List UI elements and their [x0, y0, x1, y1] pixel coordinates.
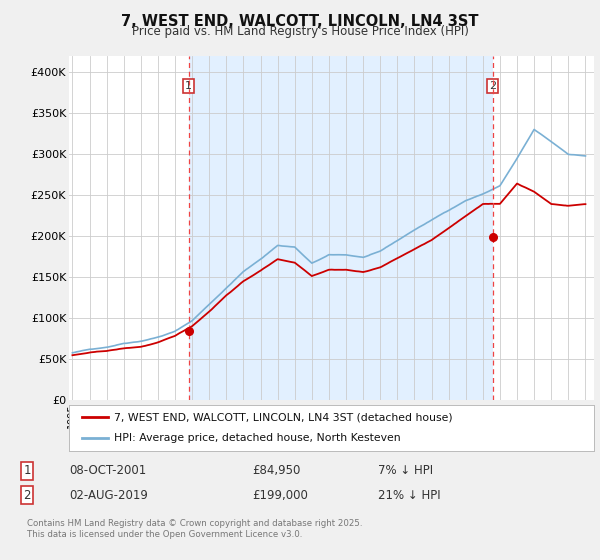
Text: 1: 1	[23, 464, 31, 478]
Text: Price paid vs. HM Land Registry's House Price Index (HPI): Price paid vs. HM Land Registry's House …	[131, 25, 469, 38]
Text: 21% ↓ HPI: 21% ↓ HPI	[378, 489, 440, 502]
Text: 2: 2	[23, 489, 31, 502]
Text: 08-OCT-2001: 08-OCT-2001	[69, 464, 146, 478]
Text: 7, WEST END, WALCOTT, LINCOLN, LN4 3ST (detached house): 7, WEST END, WALCOTT, LINCOLN, LN4 3ST (…	[113, 412, 452, 422]
Text: HPI: Average price, detached house, North Kesteven: HPI: Average price, detached house, Nort…	[113, 433, 400, 444]
Text: £84,950: £84,950	[252, 464, 301, 478]
Text: 7% ↓ HPI: 7% ↓ HPI	[378, 464, 433, 478]
Text: £199,000: £199,000	[252, 489, 308, 502]
Text: 02-AUG-2019: 02-AUG-2019	[69, 489, 148, 502]
Text: 7, WEST END, WALCOTT, LINCOLN, LN4 3ST: 7, WEST END, WALCOTT, LINCOLN, LN4 3ST	[121, 14, 479, 29]
Text: Contains HM Land Registry data © Crown copyright and database right 2025.
This d: Contains HM Land Registry data © Crown c…	[27, 520, 362, 539]
Bar	[188, 56, 493, 400]
Text: 1: 1	[185, 81, 192, 91]
Text: 2: 2	[489, 81, 496, 91]
